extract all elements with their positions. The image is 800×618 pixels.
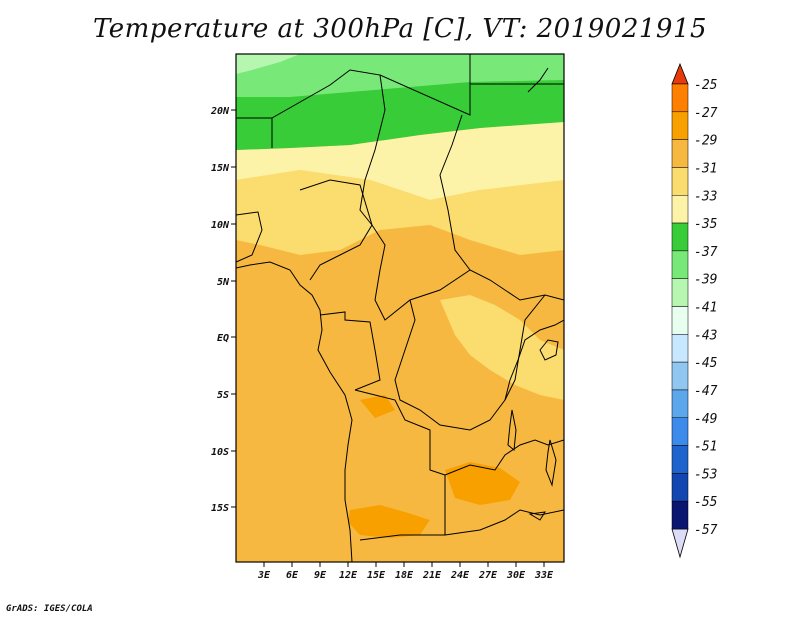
colorbar-label: -29 [694,134,717,149]
lat-tick-label: 15N [211,163,230,174]
colorbar-label: -33 [694,189,717,204]
colorbar-swatch [671,389,689,418]
lat-tick-label: 5N [217,277,230,288]
map-title: Temperature at 300hPa [C], VT: 201902191… [92,14,708,44]
field-band-35 [236,78,564,150]
lake-victoria [539,339,559,361]
colorbar-label: -47 [694,384,718,399]
field-patch-27-sw [348,505,430,538]
colorbar-swatch [671,500,689,530]
colorbar-label: -27 [694,106,718,121]
lon-tick-label: 6E [286,570,299,581]
lon-tick-label: 27E [478,570,498,581]
field-band-31 [236,170,564,255]
colorbar-swatch [671,417,689,446]
lon-tick-label: 30E [506,570,526,581]
colorbar-label: -45 [694,356,718,371]
field-patch-27-angola [360,395,395,418]
colorbar-swatch [671,334,689,363]
colorbar-swatch [671,361,689,391]
border-niger [271,69,386,226]
field-patch-31-east [440,295,564,400]
field-band-37 [236,54,564,97]
lat-tick-label: EQ [217,333,229,344]
lat-tick-label: 10S [211,447,229,458]
colorbar-label: -37 [694,245,718,260]
lon-tick-label: 18E [395,570,414,581]
border-drc [394,294,546,431]
lon-tick-label: 12E [339,570,358,581]
colorbar-label: -53 [694,467,717,482]
grads-credit: GrADS: IGES/COLA [6,604,93,614]
field-band-33 [236,120,564,200]
colorbar-bottom-arrow [671,528,689,559]
coastline [236,261,353,562]
colorbar-top-arrow [671,62,689,85]
colorbar-swatch [671,278,689,307]
colorbar-swatch [671,83,689,113]
colorbar-swatch [671,222,689,252]
colorbar-swatch [671,195,689,224]
colorbar-swatch [671,167,689,196]
lon-tick-label: 21E [422,570,442,581]
lon-tick-label: 9E [314,570,327,581]
field-patch-27-south [445,462,520,505]
colorbar-label: -39 [694,273,717,288]
colorbar-swatch [671,250,689,279]
map-frame [235,53,565,563]
colorbar-swatch [671,111,689,140]
lat-axis: 20N 15N 10N 5N EQ 5S 10S 15S [210,106,236,514]
lat-tick-label: 15S [211,503,229,514]
lon-tick-label: 3E [257,570,271,581]
lake-tanganyika [507,409,517,451]
field-patch-39 [236,54,300,74]
map-borders [236,54,564,562]
colorbar-swatch [671,445,689,474]
colorbar-label: -43 [694,328,717,343]
border-nigeria [299,179,373,281]
lon-axis: 3E 6E 9E 12E 15E 18E 21E 24E 27E 30E 33E [257,562,554,581]
lat-tick-label: 5S [217,390,229,401]
lon-tick-label: 33E [534,570,554,581]
colorbar-label: -25 [694,78,718,93]
lat-tick-label: 20N [210,106,230,117]
lake-kariba [528,511,546,521]
colorbar-label: -57 [694,523,718,538]
border-west-africa [236,211,263,263]
nile-coast [527,67,549,93]
lake-malawi [545,439,557,487]
lon-tick-label: 24E [450,570,470,581]
colorbar-label: -35 [694,217,718,232]
border-chad-sudan [439,114,564,301]
colorbar-swatch [671,306,689,335]
border-zambia [444,439,564,476]
colorbar-label: -51 [694,440,717,455]
colorbar-label: -55 [694,495,718,510]
colorbar-label: -31 [694,161,717,176]
border-angola [354,389,446,541]
colorbar-label: -41 [694,301,717,316]
colorbar: -25 -27 -29 -31 -33 -35 -37 -39 -41 -43 -45 -47 -49 -… [671,62,718,559]
lat-tick-label: 10N [211,220,230,231]
colorbar-swatch [671,473,689,502]
lon-tick-label: 15E [367,570,386,581]
border-gabon-congo [319,311,381,391]
colorbar-swatch [671,139,689,168]
border-libya-chad [379,54,471,116]
border-lakes [504,319,564,401]
border-car-cameroon [371,224,471,321]
colorbar-label: -49 [694,412,717,427]
